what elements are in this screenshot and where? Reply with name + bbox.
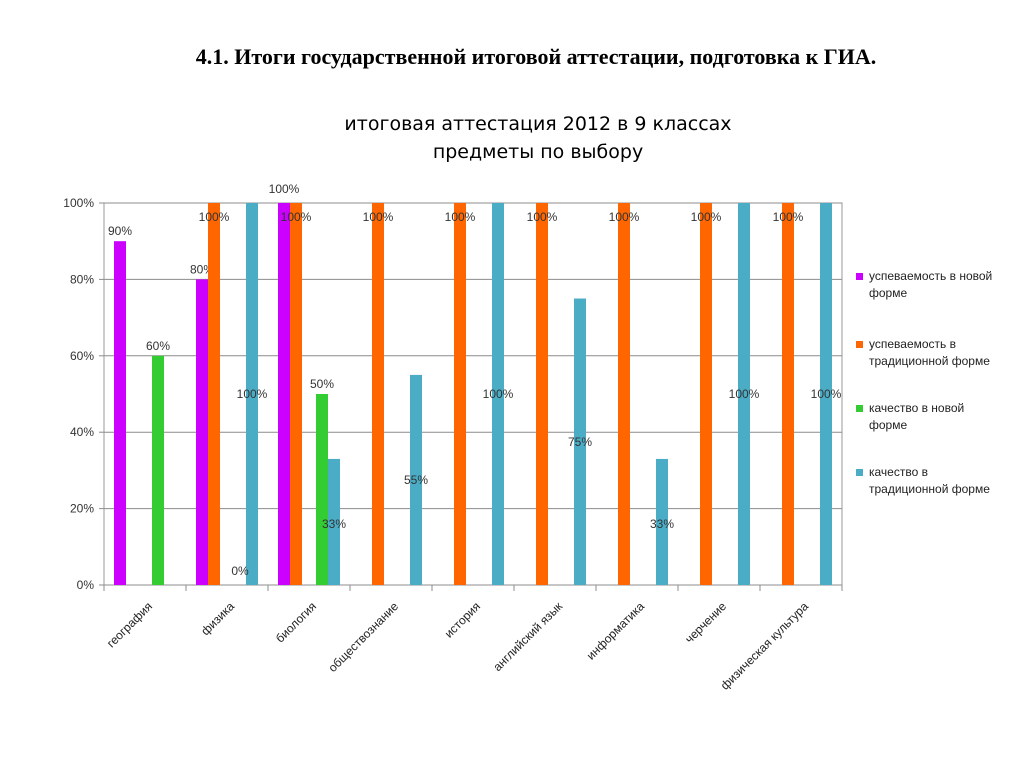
bar	[782, 203, 794, 585]
data-label: 60%	[146, 339, 170, 353]
bar	[196, 279, 208, 585]
data-label: 33%	[650, 517, 674, 531]
data-label: 100%	[691, 210, 722, 224]
legend-swatch	[856, 341, 863, 348]
x-category-label: информатика	[584, 599, 648, 663]
data-label: 100%	[363, 210, 394, 224]
data-label: 100%	[729, 387, 760, 401]
y-tick-label: 0%	[77, 578, 95, 592]
x-category-label: английский язык	[490, 599, 565, 674]
x-category-label: черчение	[682, 599, 729, 646]
slide-title: 4.1. Итоги государственной итоговой атте…	[195, 44, 877, 69]
bar	[278, 203, 290, 585]
data-label: 100%	[811, 387, 842, 401]
data-label: 100%	[199, 210, 230, 224]
data-label: 75%	[568, 435, 592, 449]
x-category-label: физическая культура	[718, 599, 812, 693]
data-label: 100%	[483, 387, 514, 401]
legend-label: успеваемость в новой форме	[869, 269, 993, 300]
x-category-label: история	[442, 599, 483, 640]
data-label: 100%	[445, 210, 476, 224]
legend-item-new-form-pass: успеваемость в новой форме	[856, 268, 999, 302]
data-label: 0%	[231, 564, 249, 578]
data-label: 100%	[527, 210, 558, 224]
data-label: 90%	[108, 224, 132, 238]
legend-item-new-form-quality: качество в новой форме	[856, 400, 999, 434]
y-tick-label: 80%	[70, 272, 94, 286]
bar	[316, 394, 328, 585]
x-category-label: физика	[198, 599, 237, 638]
bar	[328, 458, 340, 585]
legend-swatch	[856, 273, 863, 280]
legend-label: качество в новой форме	[869, 401, 965, 432]
data-label: 55%	[404, 473, 428, 487]
x-category-label: обществознание	[325, 599, 401, 675]
legend-item-traditional-pass: успеваемость в традиционной форме	[856, 336, 999, 370]
chart-title: итоговая аттестация 2012 в 9 классах пре…	[220, 110, 856, 166]
data-label: 100%	[609, 210, 640, 224]
bar	[246, 203, 258, 585]
legend-swatch	[856, 405, 863, 412]
data-label: 50%	[310, 377, 334, 391]
bar	[700, 203, 712, 585]
x-category-label: биология	[273, 599, 319, 645]
bar	[492, 203, 504, 585]
legend-item-traditional-quality: качество в традиционной форме	[856, 464, 999, 498]
bar	[536, 203, 548, 585]
y-tick-label: 60%	[70, 349, 94, 363]
bar	[152, 355, 164, 585]
bar	[820, 203, 832, 585]
bar	[410, 374, 422, 585]
legend-swatch	[856, 469, 863, 476]
data-label: 100%	[773, 210, 804, 224]
bar	[618, 203, 630, 585]
x-category-label: география	[104, 599, 155, 650]
legend-label: успеваемость в традиционной форме	[869, 337, 990, 368]
legend-label: качество в традиционной форме	[869, 465, 990, 496]
data-label: 100%	[281, 210, 312, 224]
bar	[656, 458, 668, 585]
bar	[114, 241, 126, 585]
data-label: 100%	[269, 182, 300, 196]
bar	[454, 203, 466, 585]
chart-title-line-2: предметы по выбору	[432, 141, 644, 163]
bar	[738, 203, 750, 585]
bar	[290, 203, 302, 585]
y-tick-label: 40%	[70, 425, 94, 439]
data-label: 33%	[322, 517, 346, 531]
bar	[372, 203, 384, 585]
bar	[574, 298, 586, 585]
y-tick-label: 100%	[63, 196, 94, 210]
bar	[208, 203, 220, 585]
data-label: 100%	[237, 387, 268, 401]
y-tick-label: 20%	[70, 502, 94, 516]
chart-title-line-1: итоговая аттестация 2012 в 9 классах	[344, 113, 732, 135]
